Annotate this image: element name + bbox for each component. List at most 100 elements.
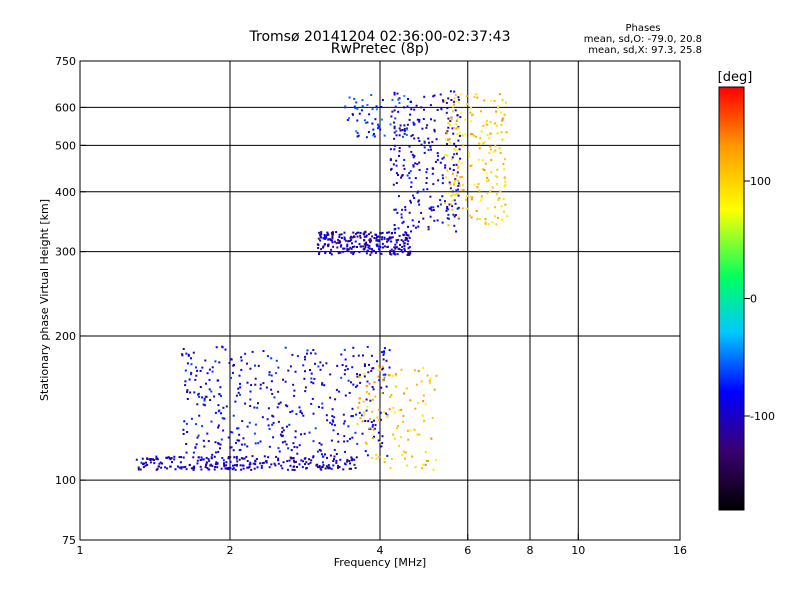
echo-point xyxy=(426,188,429,191)
echo-point xyxy=(320,453,323,456)
echo-point xyxy=(336,246,339,249)
echo-point xyxy=(395,134,398,137)
echo-point xyxy=(289,365,292,368)
echo-point xyxy=(352,251,355,254)
echo-point xyxy=(218,393,221,396)
echo-point xyxy=(433,388,436,391)
echo-point xyxy=(457,216,460,219)
echo-point xyxy=(486,134,489,137)
echo-point xyxy=(229,456,232,459)
echo-point xyxy=(380,445,383,448)
echo-point xyxy=(479,218,481,221)
echo-point xyxy=(400,216,403,219)
echo-point xyxy=(318,466,321,468)
echo-point xyxy=(383,350,385,353)
echo-point xyxy=(499,190,502,193)
echo-point xyxy=(394,373,397,376)
echo-point xyxy=(500,205,503,208)
echo-point xyxy=(356,423,359,426)
echo-point xyxy=(424,450,427,453)
echo-point xyxy=(281,431,284,433)
echo-point xyxy=(460,111,463,114)
echo-point xyxy=(375,239,378,242)
echo-point xyxy=(465,198,467,201)
echo-point xyxy=(250,384,253,387)
echo-point xyxy=(370,370,373,372)
echo-point xyxy=(214,441,217,444)
echo-point xyxy=(386,231,389,234)
echo-point xyxy=(403,124,406,127)
echo-point xyxy=(478,147,481,150)
echo-point xyxy=(387,374,390,376)
echo-point xyxy=(356,235,359,238)
echo-point xyxy=(453,142,456,145)
echo-point xyxy=(380,106,383,108)
echo-point xyxy=(338,233,341,236)
echo-point xyxy=(412,224,415,227)
echo-point xyxy=(329,373,332,376)
echo-point xyxy=(262,350,265,352)
echo-point xyxy=(278,450,281,453)
echo-point xyxy=(388,366,391,369)
echo-point xyxy=(213,455,216,458)
echo-point xyxy=(372,388,375,391)
echo-point xyxy=(436,108,439,111)
echo-point xyxy=(229,431,232,433)
echo-point xyxy=(441,174,444,177)
echo-point xyxy=(193,465,196,468)
echo-point xyxy=(377,375,380,378)
echo-point xyxy=(402,450,405,453)
echo-point xyxy=(377,365,380,367)
echo-point xyxy=(358,112,361,115)
echo-point xyxy=(254,423,257,426)
echo-point xyxy=(363,411,366,414)
echo-point xyxy=(383,245,386,248)
echo-point xyxy=(361,99,364,102)
echo-point xyxy=(404,239,407,241)
echo-point xyxy=(295,413,298,415)
echo-point xyxy=(299,409,302,412)
y-tick-label: 75 xyxy=(62,534,76,547)
echo-point xyxy=(201,425,204,428)
echo-point xyxy=(439,203,442,206)
echo-point xyxy=(181,354,184,357)
echo-point xyxy=(397,238,400,241)
echo-point xyxy=(382,373,385,376)
echo-point xyxy=(394,243,397,246)
echo-point xyxy=(381,368,384,371)
echo-point xyxy=(170,457,173,460)
echo-point xyxy=(457,206,460,209)
echo-point xyxy=(373,419,375,422)
echo-point xyxy=(352,383,355,386)
echo-point xyxy=(350,238,353,241)
echo-point xyxy=(362,414,365,417)
echo-point xyxy=(412,156,415,159)
echo-point xyxy=(254,364,256,367)
echo-point xyxy=(373,435,375,438)
echo-point xyxy=(270,357,273,360)
echo-point xyxy=(203,404,206,407)
echo-point xyxy=(379,246,382,249)
echo-point xyxy=(184,384,187,387)
echo-point xyxy=(279,433,282,436)
x-tick-label: 16 xyxy=(673,544,687,557)
echo-point xyxy=(209,399,212,401)
echo-point xyxy=(505,131,508,134)
echo-point xyxy=(284,440,287,443)
echo-point xyxy=(370,421,373,424)
echo-point xyxy=(356,135,359,138)
echo-point xyxy=(457,184,460,187)
echo-point xyxy=(453,148,456,151)
echo-point xyxy=(349,437,351,440)
echo-point xyxy=(482,142,485,145)
echo-point xyxy=(498,93,501,96)
echo-point xyxy=(346,368,349,371)
echo-point xyxy=(405,387,408,390)
echo-point xyxy=(139,468,142,471)
echo-point xyxy=(393,93,396,96)
echo-point xyxy=(446,217,449,220)
echo-point xyxy=(432,95,435,98)
echo-point xyxy=(382,353,385,356)
echo-point xyxy=(277,402,280,405)
echo-point xyxy=(433,219,436,222)
